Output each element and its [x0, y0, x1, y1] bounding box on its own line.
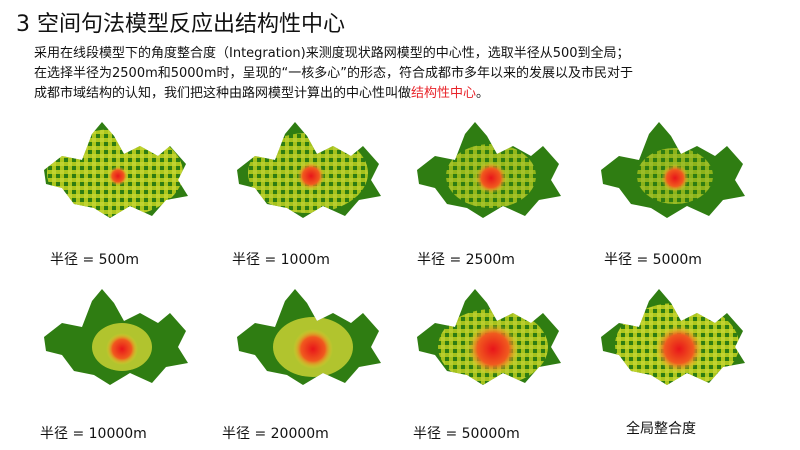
caption: 半径 = 10000m: [40, 426, 147, 442]
map: [417, 289, 561, 385]
paragraph: 采用在线段模型下的角度整合度（Integration)来测度现状路网模型的中心性…: [34, 44, 633, 104]
text-line: 在选择半径为2500m和5000m时，呈现的“一核多心”的形态，符合成都市多年以…: [34, 66, 633, 81]
map: [237, 122, 381, 218]
caption: 半径 = 2500m: [417, 252, 515, 268]
title: 3 空间句法模型反应出结构性中心: [16, 12, 345, 37]
caption: 半径 = 500m: [50, 252, 139, 268]
caption: 全局整合度: [626, 421, 696, 437]
caption: 半径 = 1000m: [232, 252, 330, 268]
text-line: 采用在线段模型下的角度整合度（Integration)来测度现状路网模型的中心性…: [34, 46, 630, 61]
map: [237, 289, 381, 385]
caption: 半径 = 50000m: [413, 426, 520, 442]
map: [417, 122, 561, 218]
highlight: 结构性中心: [411, 86, 477, 101]
text: 成都市域结构的认知，我们把这种由路网模型计算出的中心性叫做: [34, 86, 412, 101]
text: 。: [476, 86, 490, 101]
map: [44, 122, 188, 218]
map: [44, 289, 188, 385]
caption: 半径 = 20000m: [222, 426, 329, 442]
map: [601, 289, 745, 385]
map: [601, 122, 745, 218]
text-line: 成都市域结构的认知，我们把这种由路网模型计算出的中心性叫做结构性中心。: [34, 84, 633, 104]
caption: 半径 = 5000m: [604, 252, 702, 268]
